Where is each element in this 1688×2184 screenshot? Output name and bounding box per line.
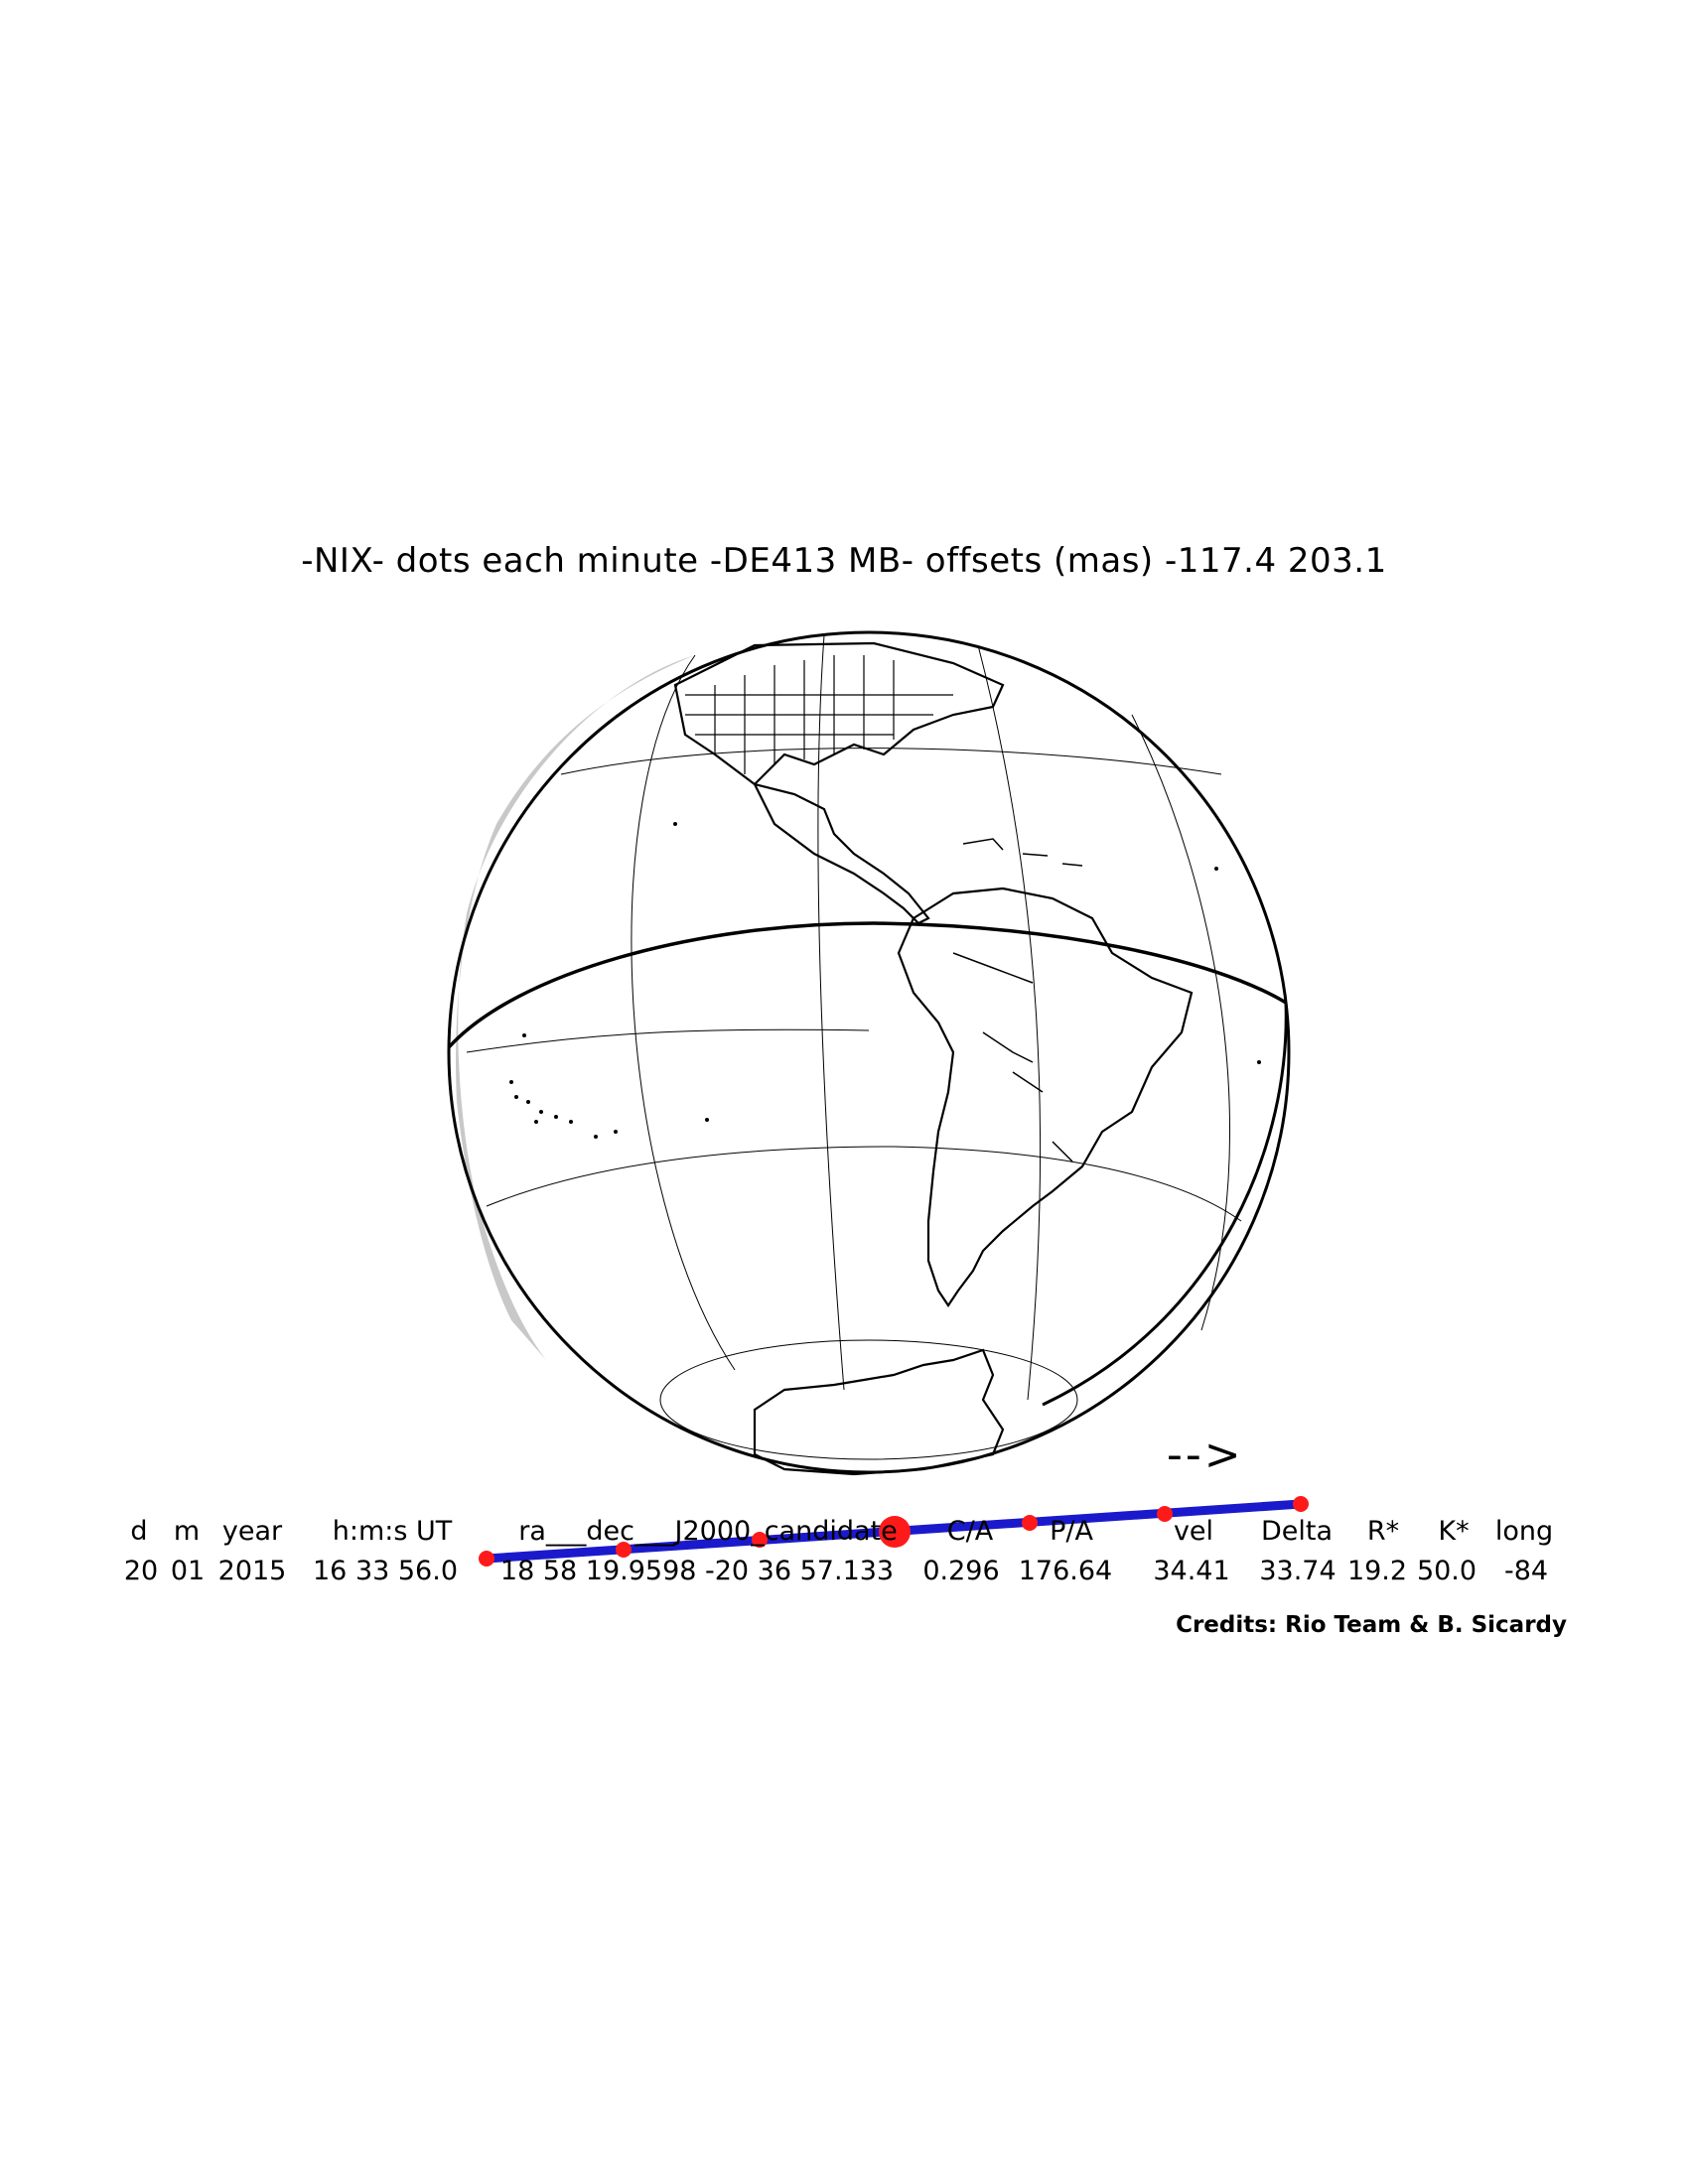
header-pa: P/A (1050, 1516, 1093, 1547)
direction-arrow: --> (1167, 1430, 1244, 1480)
south-america-borders (952, 952, 1073, 1162)
header-time: h:m:s UT (332, 1516, 453, 1547)
value-delta: 33.74 (1259, 1556, 1336, 1586)
value-vel: 34.41 (1153, 1556, 1230, 1586)
value-month: 01 (170, 1556, 206, 1586)
globe (447, 630, 1291, 1474)
value-long: -84 (1503, 1556, 1549, 1586)
shadow-track (479, 1496, 1309, 1567)
caribbean (962, 838, 1083, 867)
header-k: K* (1438, 1516, 1470, 1547)
header-year: year (221, 1516, 283, 1547)
header-r: R* (1366, 1516, 1400, 1547)
value-ca: 0.296 (922, 1556, 1000, 1586)
header-coords: ra___dec___J2000_candidate (518, 1516, 898, 1547)
graticule (466, 634, 1242, 1460)
night-shadow (456, 655, 695, 1360)
minute-dot (1022, 1515, 1038, 1531)
value-coords: 18 58 19.9598 -20 36 57.133 (499, 1556, 895, 1586)
value-year: 2015 (217, 1556, 287, 1586)
value-day: 20 (123, 1556, 159, 1586)
minute-dot (752, 1532, 768, 1548)
pacific-islands (509, 822, 1261, 1139)
minute-dot (479, 1551, 494, 1567)
value-r: 19.2 (1346, 1556, 1408, 1586)
header-month: m (173, 1516, 201, 1547)
chart-title: -NIX- dots each minute -DE413 MB- offset… (301, 541, 1387, 581)
header-day: d (130, 1516, 148, 1547)
north-america (673, 641, 1005, 786)
value-pa: 176.64 (1018, 1556, 1113, 1586)
value-time: 16 33 56.0 (313, 1556, 458, 1586)
globe-limb (447, 630, 1291, 1474)
antarctica (753, 1348, 1005, 1476)
header-vel: vel (1173, 1516, 1214, 1547)
header-delta: Delta (1260, 1516, 1334, 1547)
header-ca: C/A (946, 1516, 994, 1547)
equator (447, 921, 1287, 1049)
coastlines (509, 641, 1261, 1476)
header-long: long (1494, 1516, 1554, 1547)
central-america (752, 782, 930, 925)
terminator (1042, 1002, 1288, 1407)
south-america (897, 887, 1194, 1307)
minute-dot (1157, 1506, 1173, 1522)
value-k: 50.0 (1416, 1556, 1477, 1586)
minute-dot (1293, 1496, 1309, 1512)
us-states (685, 655, 953, 774)
minute-dot (616, 1542, 632, 1558)
credits: Credits: Rio Team & B. Sicardy (1176, 1612, 1567, 1638)
central-dot (879, 1516, 911, 1548)
